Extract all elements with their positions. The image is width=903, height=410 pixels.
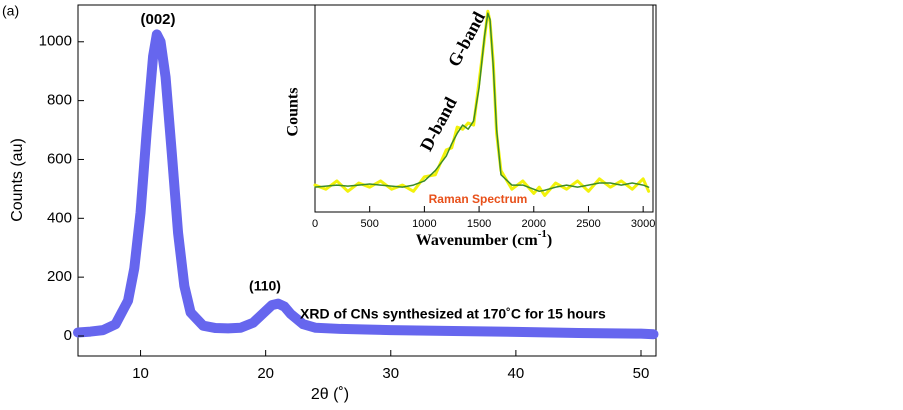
x-axis-label-sup: -1 xyxy=(538,228,547,240)
panel-label: (a) xyxy=(2,3,19,19)
series-line xyxy=(314,12,650,193)
x-axis-label: 2θ (˚) xyxy=(311,386,349,403)
x-tick-label: 30 xyxy=(382,365,399,382)
x-tick-label: 50 xyxy=(633,365,650,382)
y-tick-label: 200 xyxy=(47,268,72,285)
x-tick-label: 20 xyxy=(257,365,274,382)
x-tick-label: 3000 xyxy=(631,218,655,230)
x-tick-label: 0 xyxy=(312,218,318,230)
y-tick-label: 0 xyxy=(64,327,72,344)
x-tick-label: 10 xyxy=(132,365,149,382)
x-tick-label: 40 xyxy=(508,365,525,382)
y-tick-label: 600 xyxy=(47,150,72,167)
inset-title: Raman Spectrum xyxy=(429,192,528,206)
x-tick-label: 1500 xyxy=(467,218,491,230)
y-tick-label: 800 xyxy=(47,92,72,109)
series-line xyxy=(73,29,659,340)
y-tick-label: 400 xyxy=(47,209,72,226)
annotation: XRD of CNs synthesized at 170˚C for 15 h… xyxy=(300,306,606,322)
x-tick-label: 500 xyxy=(361,218,379,230)
x-axis-label-text: Wavenumber (cm xyxy=(416,232,539,249)
x-axis-label: Wavenumber (cm-1) xyxy=(416,228,552,249)
x-tick-label: 1000 xyxy=(412,218,436,230)
y-tick-label: 1000 xyxy=(39,33,72,50)
annotation: (002) xyxy=(140,11,175,28)
x-tick-label: 2000 xyxy=(522,218,546,230)
x-axis-label-end: ) xyxy=(547,232,552,249)
annotation: (110) xyxy=(249,278,281,294)
y-axis-label: Counts xyxy=(285,88,302,137)
y-axis-label: Counts (au) xyxy=(9,138,26,222)
x-tick-label: 2500 xyxy=(576,218,600,230)
